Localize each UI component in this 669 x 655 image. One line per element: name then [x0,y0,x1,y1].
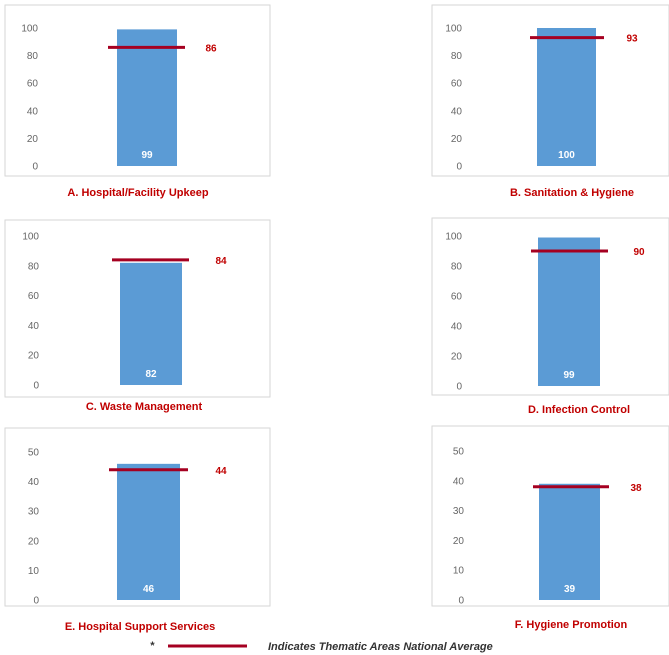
y-tick-label: 60 [27,79,39,90]
chart-caption: E. Hospital Support Services [65,621,215,633]
y-tick-label: 100 [445,232,462,243]
bar [537,28,596,166]
y-tick-label: 40 [28,477,40,488]
legend-marker: * [150,640,155,652]
y-tick-label: 40 [27,106,39,117]
bar [538,237,600,386]
y-tick-label: 20 [27,134,39,145]
bar-value-label: 46 [143,584,155,595]
y-tick-label: 50 [28,448,40,459]
y-tick-label: 30 [28,507,40,518]
y-tick-label: 80 [451,51,463,62]
y-tick-label: 0 [458,596,464,607]
national-average-label: 93 [626,34,638,45]
y-tick-label: 20 [451,134,463,145]
bar-value-label: 82 [145,369,157,380]
y-tick-label: 30 [453,506,465,517]
chart-caption: F. Hygiene Promotion [515,619,628,631]
bar [117,463,180,600]
national-average-label: 84 [215,256,227,267]
y-tick-label: 80 [27,51,39,62]
y-tick-label: 100 [445,24,462,35]
y-tick-label: 80 [451,262,463,273]
y-tick-label: 40 [28,321,40,332]
y-tick-label: 20 [451,352,463,363]
bar-value-label: 100 [558,150,575,161]
y-tick-label: 20 [28,351,40,362]
y-tick-label: 40 [451,322,463,333]
national-average-label: 90 [633,247,645,258]
bar [539,483,600,600]
chart-caption: B. Sanitation & Hygiene [510,187,634,199]
y-tick-label: 40 [451,106,463,117]
bar-value-label: 99 [563,370,575,381]
bar [117,29,177,166]
national-average-label: 44 [215,466,227,477]
y-tick-label: 60 [451,79,463,90]
y-tick-label: 60 [451,292,463,303]
bar [120,262,182,385]
y-tick-label: 100 [22,232,39,243]
y-tick-label: 10 [28,566,40,577]
y-tick-label: 100 [21,24,38,35]
y-tick-label: 0 [456,162,462,173]
y-tick-label: 80 [28,261,40,272]
y-tick-label: 60 [28,291,40,302]
y-tick-label: 40 [453,476,465,487]
national-average-label: 38 [630,483,642,494]
y-tick-label: 10 [453,566,465,577]
national-average-label: 86 [205,43,217,54]
y-tick-label: 20 [453,536,465,547]
bar-value-label: 39 [564,584,576,595]
y-tick-label: 0 [32,162,38,173]
y-tick-label: 0 [33,381,39,392]
legend-text: Indicates Thematic Areas National Averag… [268,641,493,653]
y-tick-label: 0 [33,596,39,607]
bar-value-label: 99 [141,150,153,161]
y-tick-label: 50 [453,447,465,458]
y-tick-label: 0 [456,382,462,393]
y-tick-label: 20 [28,536,40,547]
chart-caption: C. Waste Management [86,401,203,413]
chart-caption: A. Hospital/Facility Upkeep [67,187,208,199]
chart-caption: D. Infection Control [528,404,630,416]
